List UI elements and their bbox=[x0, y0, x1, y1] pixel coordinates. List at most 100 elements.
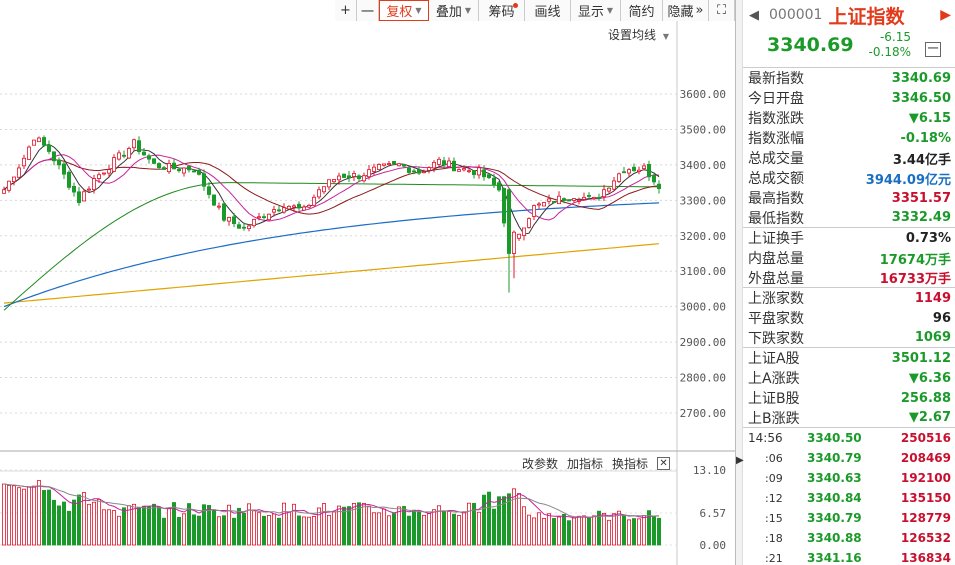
stat-value: 96 bbox=[932, 310, 951, 326]
candle-down bbox=[201, 173, 206, 187]
stat-label: 上涨家数 bbox=[748, 291, 804, 307]
stat-row: 上证A股 3501.12 bbox=[743, 348, 955, 368]
ma-settings-label[interactable]: 设置均线 bbox=[608, 28, 657, 42]
add-indicator-button[interactable]: 加指标 bbox=[567, 457, 604, 471]
volume-bar bbox=[42, 490, 47, 546]
toolbar-button-3[interactable]: 叠加 ▼ bbox=[429, 0, 479, 21]
candle-up bbox=[637, 169, 642, 172]
stat-value: ▼6.15 bbox=[908, 110, 951, 126]
volume-bar bbox=[321, 503, 326, 546]
y-tick-label: 2800.00 bbox=[680, 372, 726, 385]
candle-up bbox=[612, 180, 617, 190]
candle-up bbox=[26, 146, 31, 160]
volume-bar bbox=[246, 503, 251, 546]
volume-bar bbox=[506, 493, 511, 546]
volume-bar bbox=[176, 516, 181, 546]
toolbar-button-4[interactable]: 筹码 bbox=[479, 0, 525, 21]
close-icon[interactable]: ✕ bbox=[657, 457, 671, 470]
candle-down bbox=[391, 160, 396, 165]
edit-params-button[interactable]: 改参数 bbox=[522, 457, 559, 471]
toolbar-button-6[interactable]: 显示 ▼ bbox=[571, 0, 621, 21]
tick-list[interactable]: 14:56 3340.50 250516:06 3340.79 208469:09 334… bbox=[743, 428, 955, 565]
switch-indicator-button[interactable]: 换指标 bbox=[612, 457, 649, 471]
toolbar-button-label: 显示 bbox=[577, 5, 604, 20]
stat-label: 总成交额 bbox=[748, 171, 804, 187]
ma-settings-button[interactable]: 设置均线 ▼ bbox=[608, 26, 669, 43]
collapse-arrow-icon[interactable]: ▶ bbox=[736, 455, 744, 466]
volume-bar bbox=[156, 506, 161, 546]
candle-down bbox=[42, 137, 47, 146]
volume-bar bbox=[102, 509, 107, 546]
minimize-button[interactable]: 一 bbox=[925, 42, 941, 57]
candle-up bbox=[617, 173, 622, 182]
stat-row: 总成交量 3.44亿手 bbox=[743, 148, 955, 168]
toolbar-button-0[interactable]: + bbox=[335, 0, 357, 21]
tick-row: 14:56 3340.50 250516 bbox=[743, 428, 955, 448]
candle-down bbox=[441, 160, 446, 166]
stat-row: 外盘总量 16733万手 bbox=[743, 268, 955, 288]
volume-bar bbox=[366, 505, 371, 546]
candle-up bbox=[532, 205, 537, 217]
candle-down bbox=[156, 163, 161, 169]
tick-volume: 128779 bbox=[900, 511, 951, 525]
toolbar-button-9[interactable]: ⛶ bbox=[709, 0, 735, 21]
volume-bar bbox=[97, 499, 102, 546]
stat-value: -0.18% bbox=[900, 130, 952, 146]
toolbar-button-1[interactable]: 一 bbox=[357, 0, 379, 21]
candle-down bbox=[146, 155, 151, 160]
candle-up bbox=[642, 165, 647, 169]
toolbar-button-8[interactable]: 隐藏» bbox=[663, 0, 709, 21]
candle-down bbox=[221, 203, 226, 221]
tick-volume: 208469 bbox=[900, 451, 951, 465]
volume-bar bbox=[166, 507, 171, 546]
toolbar-button-5[interactable]: 画线 bbox=[525, 0, 571, 21]
stat-value: ▼2.67 bbox=[908, 410, 951, 425]
chevron-down-icon: ▼ bbox=[415, 6, 422, 15]
tick-volume: 250516 bbox=[900, 431, 951, 445]
y-tick-label: 2900.00 bbox=[680, 336, 726, 349]
candle-up bbox=[376, 164, 381, 170]
volume-bar bbox=[592, 515, 597, 546]
volume-bar bbox=[376, 512, 381, 546]
stat-row: 平盘家数 96 bbox=[743, 308, 955, 328]
candle-up bbox=[476, 167, 481, 176]
change-value: -6.15 bbox=[879, 30, 911, 44]
candle-up bbox=[512, 231, 517, 254]
stat-row: 下跌家数 1069 bbox=[743, 328, 955, 348]
candle-up bbox=[542, 202, 547, 207]
volume-bar bbox=[466, 502, 471, 546]
volume-bar bbox=[331, 511, 336, 546]
volume-bar bbox=[652, 516, 657, 546]
candle-up bbox=[331, 179, 336, 183]
candle-down bbox=[647, 164, 652, 178]
volume-bar bbox=[597, 510, 602, 546]
kline-chart[interactable]: 3600.00 3500.00 3400.00 3300.00 3200.00 3100.… bbox=[0, 21, 735, 565]
chart-area[interactable]: 3600.00 3500.00 3400.00 3300.00 3200.00 3100.… bbox=[0, 21, 735, 565]
toolbar-button-2[interactable]: 复权 ▼ bbox=[379, 0, 429, 21]
panel-splitter[interactable]: ▶ bbox=[735, 0, 744, 565]
stat-value: 3351.57 bbox=[891, 190, 951, 206]
candle-down bbox=[486, 174, 491, 179]
toolbar-button-7[interactable]: 简约 bbox=[621, 0, 663, 21]
volume-bar bbox=[216, 516, 221, 546]
y-tick-label: 3600.00 bbox=[680, 88, 726, 101]
candle-down bbox=[211, 194, 216, 206]
candle-up bbox=[166, 163, 171, 173]
chevron-down-icon: ▼ bbox=[662, 32, 669, 41]
ma120-line bbox=[3, 202, 660, 308]
tick-price: 3340.63 bbox=[807, 471, 862, 485]
volume-bar bbox=[441, 511, 446, 546]
volume-bar bbox=[637, 518, 642, 546]
previous-stock-icon[interactable]: ◀ bbox=[749, 7, 759, 23]
price-change: -6.15 -0.18% bbox=[861, 30, 911, 60]
volume-bar bbox=[527, 514, 532, 546]
volume-bar bbox=[401, 506, 406, 546]
candle-up bbox=[87, 188, 92, 191]
volume-bar bbox=[351, 502, 356, 546]
stat-row: 指数涨幅 -0.18% bbox=[743, 128, 955, 148]
stat-label: 今日开盘 bbox=[748, 91, 804, 107]
candle-up bbox=[11, 176, 16, 183]
tick-time: :18 bbox=[765, 531, 783, 545]
next-stock-icon[interactable]: ▶ bbox=[940, 7, 951, 23]
volume-bar bbox=[396, 506, 401, 546]
